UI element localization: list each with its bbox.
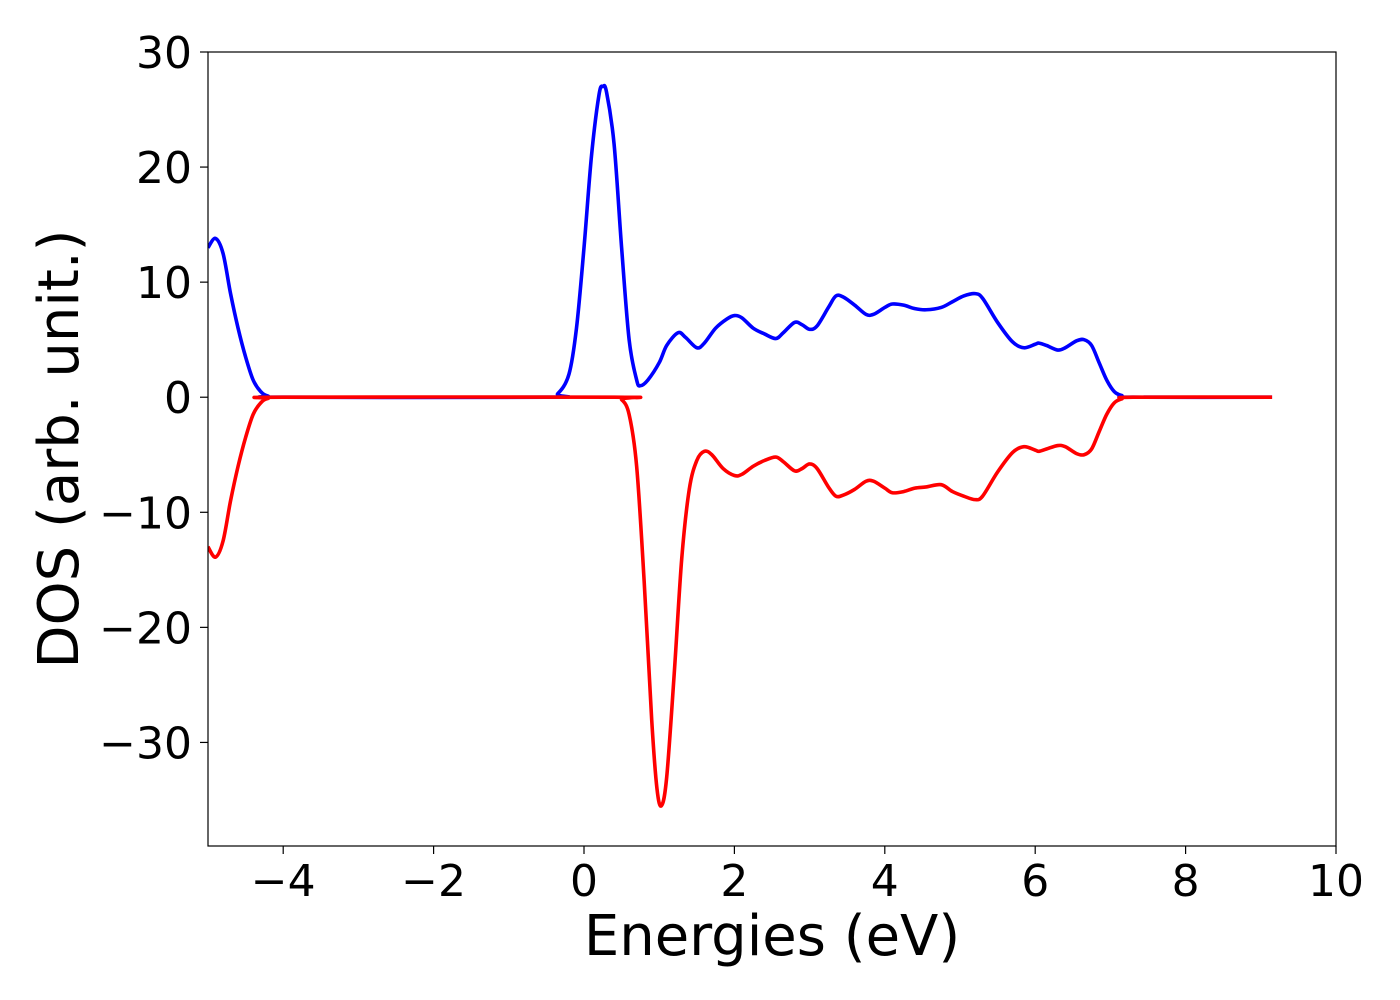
x-tick-label: 10 bbox=[1308, 856, 1364, 907]
y-axis-ticks: −30 −20 −10 0 10 20 30 bbox=[99, 28, 208, 769]
series-line-1 bbox=[208, 83, 1273, 400]
y-axis-label: DOS (arb. unit.) bbox=[27, 229, 92, 668]
y-tick-label: 0 bbox=[164, 373, 192, 424]
y-tick-label: −10 bbox=[99, 488, 192, 539]
plot-frame bbox=[207, 51, 1337, 847]
x-tick-label: 6 bbox=[1021, 856, 1049, 907]
x-tick-label: 4 bbox=[871, 856, 899, 907]
y-tick-label: 30 bbox=[136, 28, 192, 79]
x-tick-label: −2 bbox=[401, 856, 466, 907]
y-tick-label: 10 bbox=[136, 258, 192, 309]
x-tick-label: 8 bbox=[1172, 856, 1200, 907]
y-tick-label: −20 bbox=[99, 603, 192, 654]
x-tick-label: −4 bbox=[251, 856, 316, 907]
x-axis-label: Energies (eV) bbox=[584, 904, 960, 969]
x-axis-ticks: −4 −2 0 2 4 6 8 10 bbox=[251, 846, 1364, 907]
y-tick-label: 20 bbox=[136, 143, 192, 194]
x-tick-label: 2 bbox=[720, 856, 748, 907]
series-line-2 bbox=[208, 395, 1273, 808]
x-tick-label: 0 bbox=[570, 856, 598, 907]
series-layer bbox=[208, 83, 1273, 808]
y-tick-label: −30 bbox=[99, 718, 192, 769]
